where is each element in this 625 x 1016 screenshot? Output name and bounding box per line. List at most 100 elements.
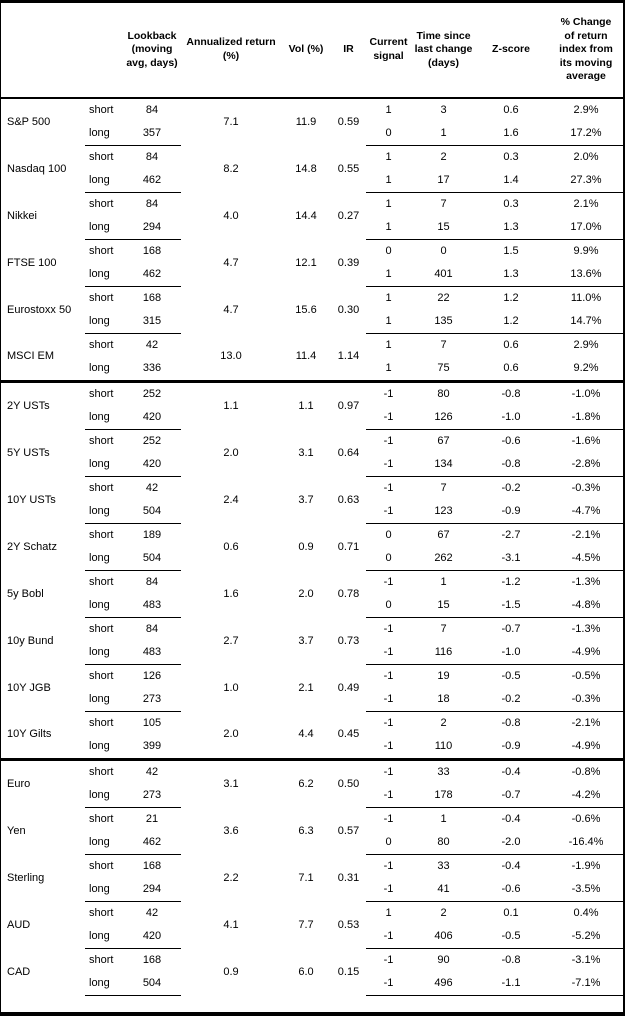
leg-label-cell: short (89, 388, 114, 400)
leg-label-cell: short (89, 104, 114, 116)
ir-cell: 0.45 (331, 711, 366, 761)
asset-name-cell: MSCI EM (1, 333, 85, 383)
table-row: 2Y USTs short 252 1.1 1.1 0.97 -1 80 -0.8 -1.0% (1, 382, 623, 412)
table-row: long 483 0 15 -1.5 -4.8% (1, 594, 623, 618)
signal-cell: -1 (383, 576, 394, 588)
annualized-return-cell: 1.0 (223, 681, 239, 694)
pct-change-cell: 17.0% (546, 216, 623, 240)
table-row: long 504 -1 496 -1.1 -7.1% (1, 972, 623, 996)
time-since-change-cell: 22 (437, 292, 450, 304)
ir-cell: 0.53 (337, 918, 360, 931)
lookback-cell: 42 (145, 766, 159, 778)
lookback-cell: 84 (145, 198, 159, 210)
lookback-cell: 420 (123, 453, 181, 477)
leg-label-cell: short (89, 623, 114, 635)
lookback-cell: 126 (142, 670, 162, 682)
lookback-cell: 504 (123, 972, 181, 996)
time-since-change-cell: 15 (411, 216, 476, 240)
header-time-since-change: Time since last change (days) (411, 3, 476, 99)
header-annualized-return: Annualized return (%) (181, 3, 281, 99)
pct-change-cell: -3.1% (571, 954, 601, 966)
z-score-cell: -3.1 (476, 547, 546, 571)
z-score-cell: 1.3 (476, 263, 546, 287)
header-leg (85, 3, 123, 99)
table-row: Sterling short 168 2.2 7.1 0.31 -1 33 -0.4 -1.9% (1, 855, 623, 883)
signal-cell: 0 (366, 594, 411, 618)
time-since-change-cell: 7 (440, 198, 447, 210)
table-row: long 462 1 401 1.3 13.6% (1, 263, 623, 287)
header-lookback: Lookback (moving avg, days) (123, 3, 181, 99)
time-since-change-cell: 134 (411, 453, 476, 477)
pct-change-cell: 9.2% (546, 357, 623, 383)
lookback-cell: 357 (123, 122, 181, 146)
lookback-cell: 483 (123, 594, 181, 618)
table-row: Yen short 21 3.6 6.3 0.57 -1 1 -0.4 -0.6% (1, 808, 623, 836)
signal-cell: 0 (366, 122, 411, 146)
time-since-change-cell: 41 (411, 878, 476, 902)
time-since-change-cell: 262 (411, 547, 476, 571)
pct-change-cell: 2.1% (573, 198, 599, 210)
lookback-cell: 252 (142, 388, 162, 400)
header-ir: IR (331, 3, 366, 99)
pct-change-cell: -0.3% (571, 482, 601, 494)
annualized-return-cell: 0.9 (223, 965, 239, 978)
lookback-cell: 105 (142, 717, 162, 729)
lookback-cell: 336 (123, 357, 181, 383)
table-row: 10Y USTs short 42 2.4 3.7 0.63 -1 7 -0.2 -0.3% (1, 477, 623, 505)
lookback-cell: 504 (123, 547, 181, 571)
lookback-cell: 84 (145, 623, 159, 635)
z-score-cell: -0.4 (501, 860, 521, 872)
table-row: long 504 0 262 -3.1 -4.5% (1, 547, 623, 571)
vol-cell: 3.7 (298, 634, 314, 647)
asset-name-cell: 10Y JGB (7, 681, 51, 694)
leg-label-cell: short (89, 245, 114, 257)
pct-change-cell: 27.3% (546, 169, 623, 193)
table-row: AUD short 42 4.1 7.7 0.53 1 2 0.1 0.4% (1, 902, 623, 930)
asset-name-cell: Euro (7, 777, 31, 790)
z-score-cell: -0.9 (476, 735, 546, 761)
z-score-cell: 1.3 (476, 216, 546, 240)
ir-cell: 0.78 (337, 587, 360, 600)
signal-cell: 1 (366, 310, 411, 334)
table-body: S&P 500 short 84 7.1 11.9 0.59 1 3 0.6 2.9% long 35… (1, 98, 623, 996)
asset-name-cell: 10y Bund (7, 634, 54, 647)
z-score-cell: -0.4 (501, 766, 521, 778)
lookback-cell: 168 (142, 292, 162, 304)
pct-change-cell: -4.7% (546, 500, 623, 524)
vol-cell: 14.4 (295, 209, 317, 222)
leg-label-cell: long (85, 169, 123, 193)
time-since-change-cell: 33 (437, 766, 450, 778)
signal-cell: -1 (366, 784, 411, 808)
ir-cell: 0.49 (337, 681, 360, 694)
z-score-cell: -0.6 (501, 435, 521, 447)
header-current-signal: Current signal (366, 3, 411, 99)
signal-cell: -1 (366, 688, 411, 712)
time-since-change-cell: 178 (411, 784, 476, 808)
lookback-cell: 273 (123, 784, 181, 808)
lookback-cell: 168 (142, 245, 162, 257)
leg-label-cell: short (89, 813, 114, 825)
lookback-cell: 252 (142, 435, 162, 447)
time-since-change-cell: 1 (440, 813, 447, 825)
pct-change-cell: 9.9% (573, 245, 599, 257)
vol-cell: 1.1 (298, 399, 314, 412)
vol-cell: 7.1 (298, 871, 314, 884)
signal-cell: 1 (385, 292, 392, 304)
time-since-change-cell: 116 (411, 641, 476, 665)
time-since-change-cell: 135 (411, 310, 476, 334)
lookback-cell: 462 (123, 263, 181, 287)
pct-change-cell: 11.0% (570, 292, 602, 304)
pct-change-cell: 14.7% (546, 310, 623, 334)
lookback-cell: 42 (145, 339, 159, 351)
ir-cell: 0.50 (337, 777, 360, 790)
leg-label-cell: long (85, 688, 123, 712)
ir-cell: 0.55 (337, 162, 360, 175)
z-score-cell: 0.3 (503, 198, 519, 210)
signal-cell: 1 (366, 263, 411, 287)
table-row: 2Y Schatz short 189 0.6 0.9 0.71 0 67 -2.7 -2.1% (1, 524, 623, 552)
time-since-change-cell: 1 (440, 576, 447, 588)
z-score-cell: 0.1 (503, 907, 519, 919)
z-score-cell: -0.2 (501, 482, 521, 494)
z-score-cell: -1.0 (476, 406, 546, 430)
